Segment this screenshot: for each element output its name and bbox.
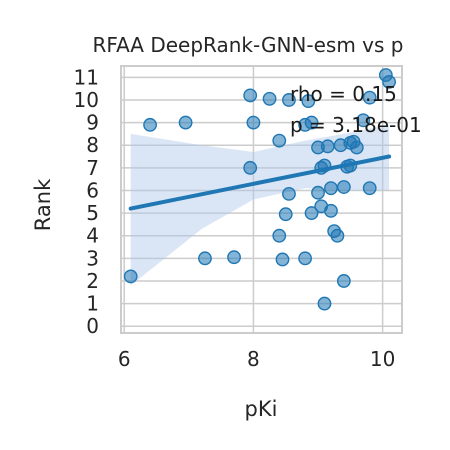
data-point bbox=[362, 90, 377, 105]
y-tick-label: 8 bbox=[86, 133, 99, 157]
data-point bbox=[362, 181, 377, 196]
x-tick-label: 10 bbox=[370, 347, 395, 371]
data-point bbox=[246, 115, 261, 130]
x-axis-title: pKi bbox=[245, 397, 278, 421]
y-axis-title: Rank bbox=[31, 178, 55, 231]
data-point bbox=[178, 115, 193, 130]
data-point bbox=[324, 203, 338, 218]
data-point bbox=[382, 74, 396, 89]
chart-title: RFAA DeepRank-GNN-esm vs p bbox=[93, 33, 404, 57]
scatter-points bbox=[123, 68, 396, 311]
y-tick-label: 2 bbox=[86, 269, 99, 293]
data-point bbox=[272, 133, 287, 148]
data-point bbox=[324, 181, 338, 196]
data-point bbox=[320, 139, 335, 154]
x-tick-label: 6 bbox=[118, 347, 131, 371]
data-point bbox=[336, 274, 351, 288]
data-point bbox=[298, 251, 313, 266]
data-point bbox=[317, 158, 332, 173]
y-tick-label: 9 bbox=[86, 111, 99, 135]
rho-annotation: rho = 0.15 bbox=[290, 82, 397, 106]
data-point bbox=[278, 207, 293, 222]
x-tick-label: 8 bbox=[247, 347, 260, 371]
p-value-annotation: p = 3.18e-01 bbox=[290, 113, 422, 137]
data-point bbox=[304, 206, 319, 220]
data-point bbox=[330, 228, 345, 243]
data-point bbox=[301, 94, 316, 108]
data-point bbox=[275, 252, 290, 267]
y-tick-label: 5 bbox=[86, 201, 99, 225]
plot-frame bbox=[120, 65, 403, 334]
data-point bbox=[123, 269, 138, 284]
data-point bbox=[349, 140, 364, 155]
data-point bbox=[243, 88, 258, 103]
data-point bbox=[143, 117, 157, 132]
data-point bbox=[336, 180, 351, 194]
data-point bbox=[272, 228, 287, 243]
data-point bbox=[317, 296, 332, 311]
grid-lines bbox=[121, 66, 402, 333]
data-point bbox=[227, 250, 241, 265]
data-point bbox=[282, 93, 296, 107]
data-point bbox=[243, 160, 258, 175]
x-tick-labels: 6 8 10 bbox=[118, 347, 395, 371]
y-tick-label: 11 bbox=[74, 65, 99, 89]
data-point bbox=[304, 115, 319, 130]
data-point bbox=[311, 185, 325, 200]
y-tick-label: 1 bbox=[86, 292, 99, 316]
data-point bbox=[262, 91, 277, 106]
y-tick-label: 10 bbox=[74, 88, 99, 112]
y-tick-label: 3 bbox=[86, 246, 99, 270]
y-tick-label: 0 bbox=[86, 314, 99, 338]
y-tick-label: 4 bbox=[86, 224, 99, 248]
y-tick-label: 6 bbox=[86, 178, 99, 202]
data-point bbox=[343, 158, 358, 173]
data-point bbox=[282, 186, 296, 201]
data-point bbox=[356, 113, 371, 128]
data-point bbox=[198, 251, 212, 266]
y-tick-label: 7 bbox=[86, 156, 99, 180]
